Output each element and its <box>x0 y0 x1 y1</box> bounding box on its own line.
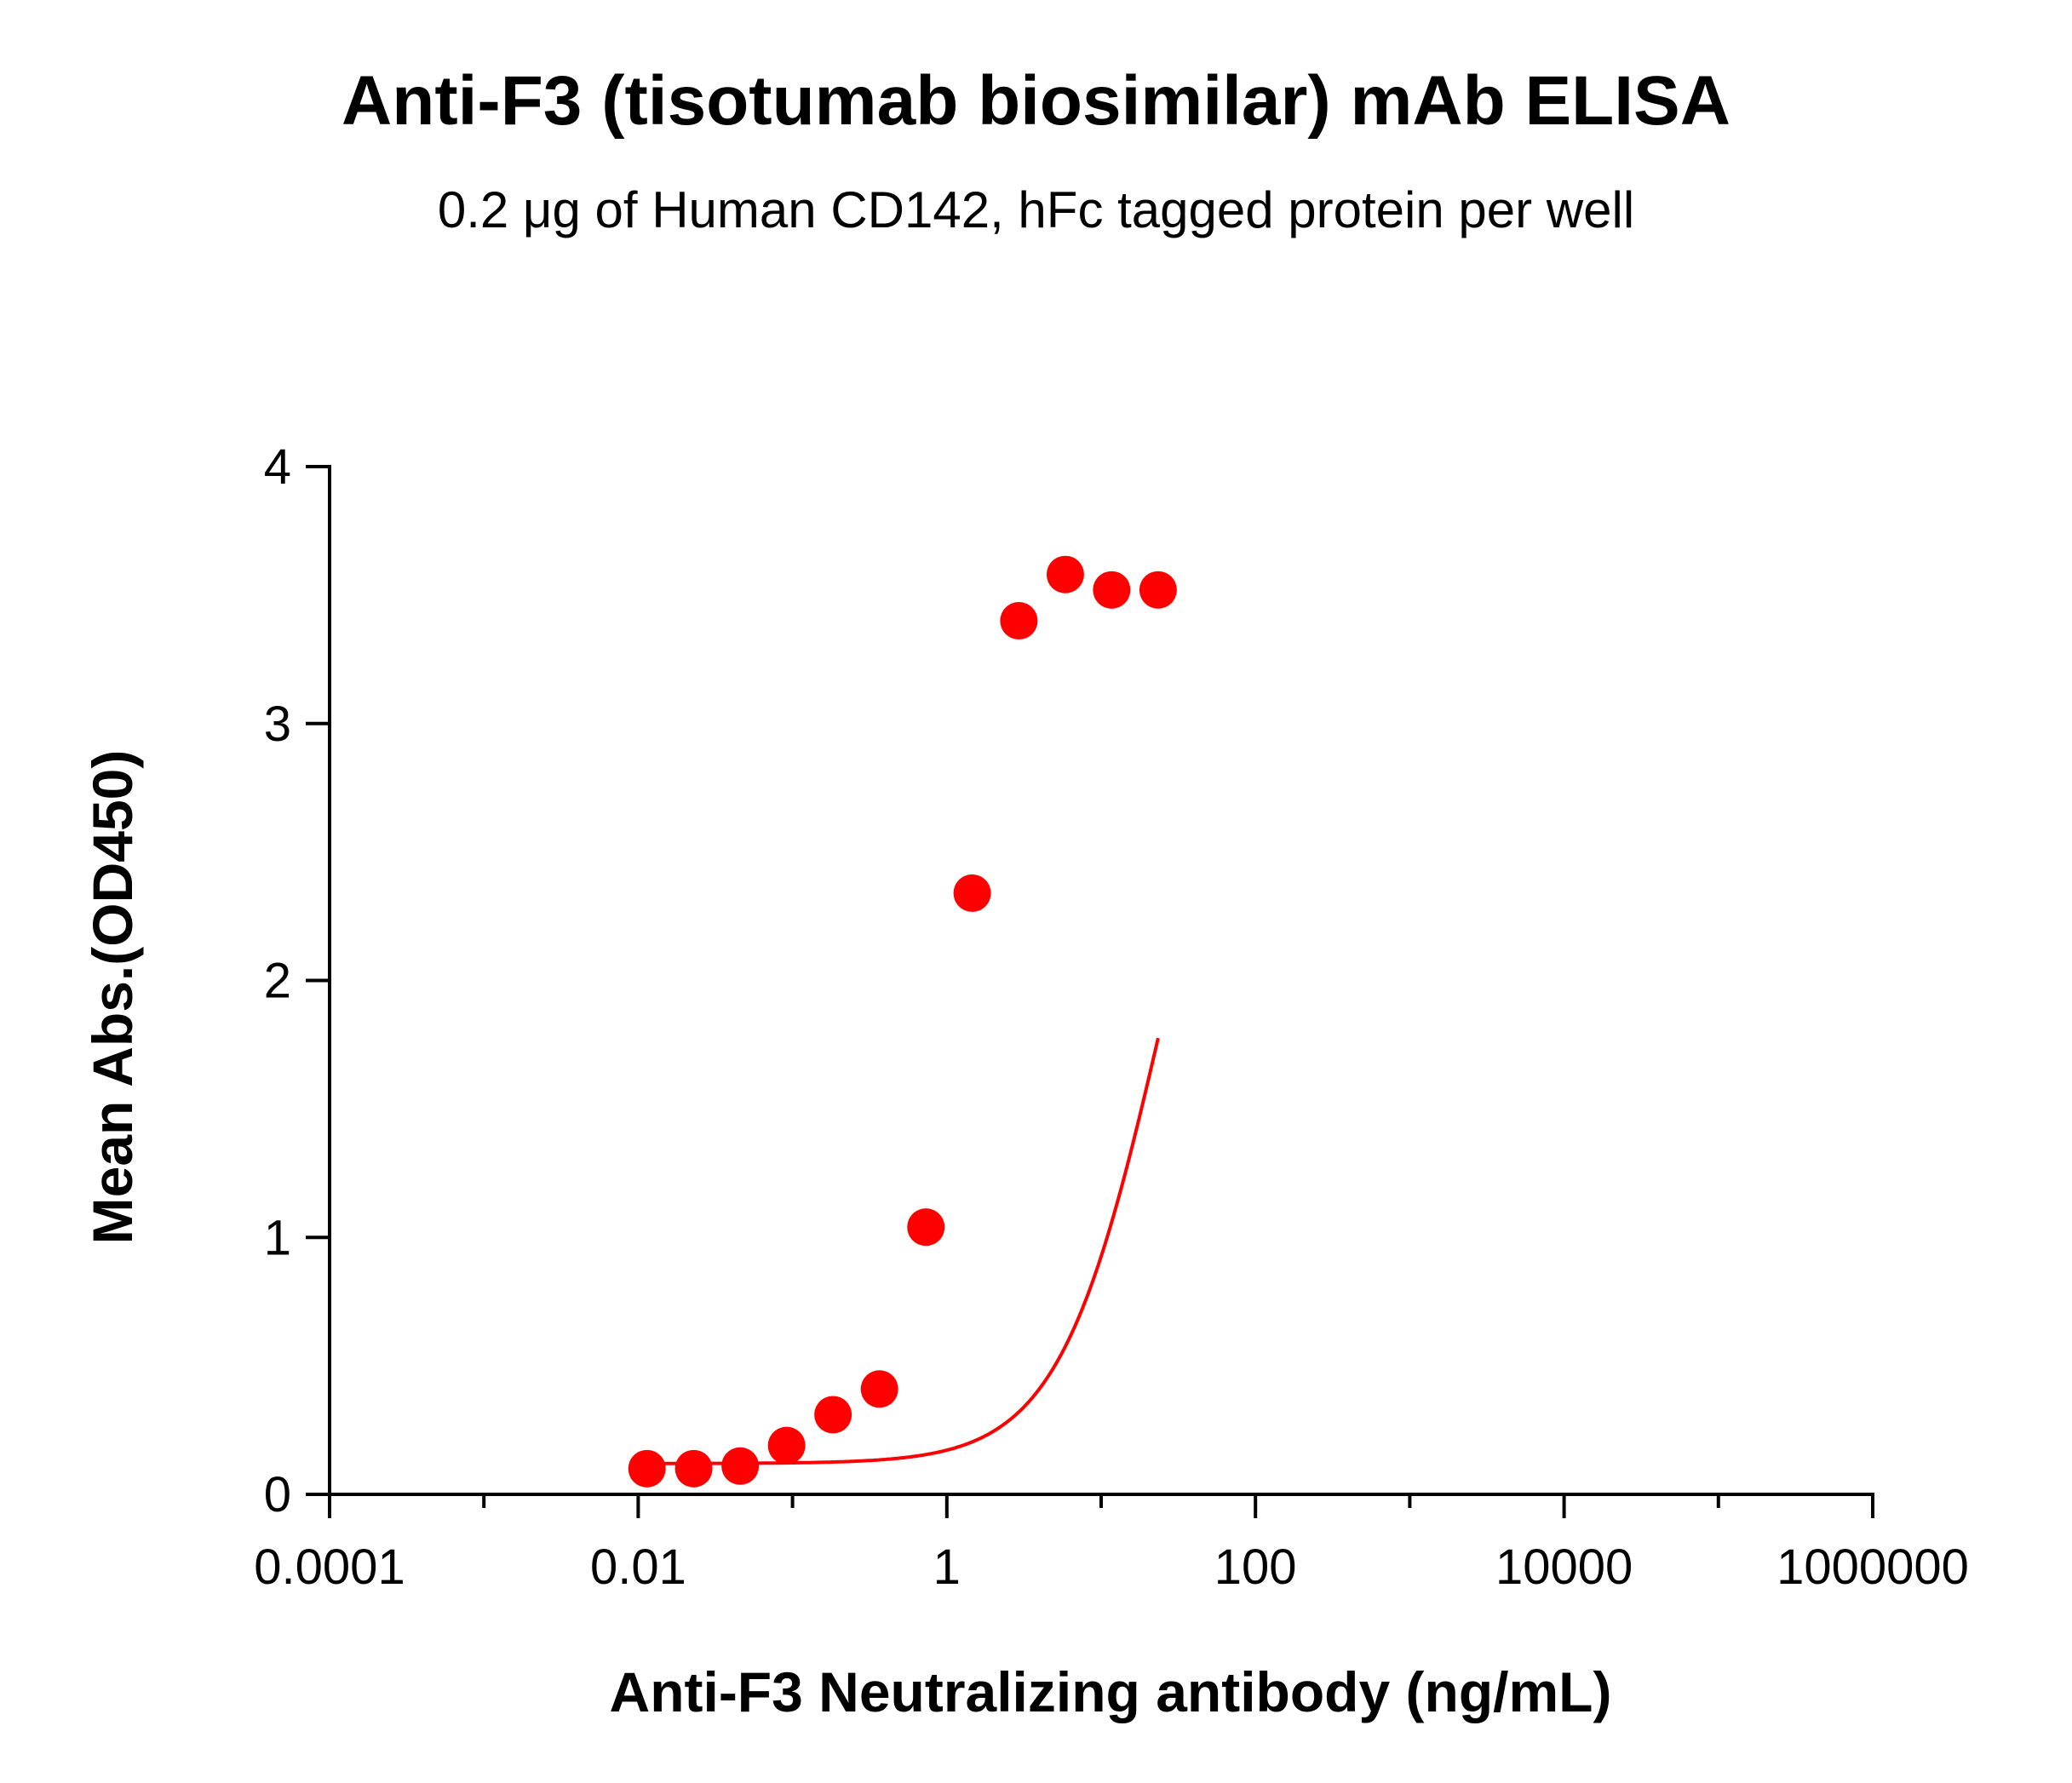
data-point <box>1046 555 1084 593</box>
x-tick-label: 0.0001 <box>254 1539 405 1595</box>
chart-title: Anti-F3 (tisotumab biosimilar) mAb ELISA <box>342 62 1730 140</box>
data-point <box>767 1426 806 1465</box>
ticks: 0.0001 0.01 1 100 10000 1000000 0 1 2 3 4 <box>254 439 1969 1595</box>
y-tick-label: 0 <box>264 1467 291 1522</box>
y-tick-label: 3 <box>264 697 291 752</box>
data-point <box>907 1208 945 1247</box>
fit-curve-group <box>646 1037 1160 1465</box>
data-point <box>1000 602 1038 640</box>
data-points <box>628 555 1177 1488</box>
fit-curve <box>646 1037 1160 1465</box>
data-point <box>953 874 991 912</box>
y-tick-label: 2 <box>264 954 291 1009</box>
data-point <box>814 1396 852 1434</box>
x-axis-label: Anti-F3 Neutralizing antibody (ng/mL) <box>610 1660 1612 1723</box>
axes <box>328 465 1874 1496</box>
data-point <box>674 1449 713 1488</box>
x-tick-label: 1000000 <box>1776 1539 1969 1595</box>
x-tick-label: 10000 <box>1495 1539 1633 1595</box>
data-point <box>860 1370 898 1408</box>
y-axis-label: Mean Abs.(OD450) <box>81 750 144 1245</box>
x-tick-label: 1 <box>933 1539 961 1595</box>
data-point <box>628 1449 666 1488</box>
data-point <box>721 1447 760 1485</box>
y-tick-label: 4 <box>264 439 291 495</box>
data-point <box>1139 570 1177 609</box>
data-point <box>1093 570 1131 609</box>
x-tick-label: 100 <box>1214 1539 1297 1595</box>
y-tick-label: 1 <box>264 1210 291 1265</box>
x-tick-label: 0.01 <box>590 1539 686 1595</box>
chart-subtitle: 0.2 μg of Human CD142, hFc tagged protei… <box>437 181 1635 238</box>
